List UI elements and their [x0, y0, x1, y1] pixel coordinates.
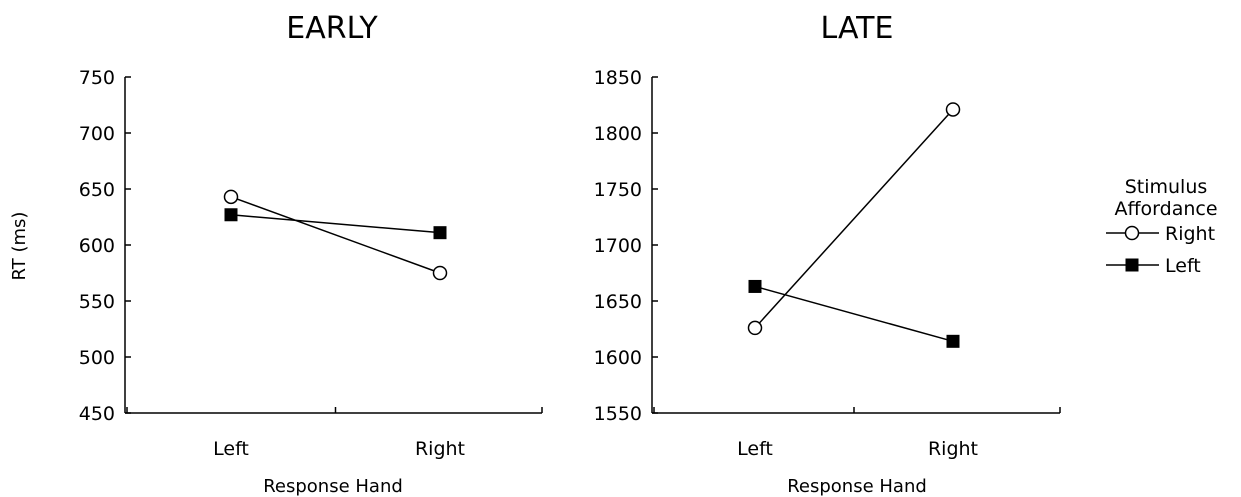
early-y-tick-label: 450	[79, 403, 115, 425]
legend-title-line2: Affordance	[1114, 198, 1217, 220]
late-series-line-right	[754, 108, 954, 329]
early-y-tick-label: 650	[79, 179, 115, 201]
filled-square-marker-icon	[1125, 258, 1139, 272]
late-point-right	[945, 102, 961, 117]
early-y-tick-label: 700	[79, 123, 115, 145]
late-point-left	[946, 334, 960, 348]
early-panel: EARLY RT (ms) Response Hand 450 500 550 600…	[9, 11, 543, 497]
late-y-tick-label: 1650	[594, 291, 642, 313]
early-point-left	[224, 208, 238, 222]
legend-label-right: Right	[1165, 223, 1215, 245]
late-series-line-left	[754, 285, 954, 343]
late-y-tick-label: 1700	[594, 235, 642, 257]
legend-entry-right: Right	[1106, 223, 1215, 245]
late-y-tick-label: 1550	[594, 403, 642, 425]
early-x-tick-label: Right	[415, 438, 465, 460]
open-circle-marker-icon	[1124, 225, 1140, 241]
late-y-tick-label: 1750	[594, 179, 642, 201]
late-y-tick-label: 1600	[594, 347, 642, 369]
early-x-axis-label: Response Hand	[263, 476, 403, 497]
early-series-line-left	[230, 214, 441, 234]
early-point-right	[223, 189, 239, 205]
legend-entry-left: Left	[1106, 255, 1201, 277]
early-y-tick-label: 750	[79, 67, 115, 89]
legend: Stimulus Affordance Right Left	[1106, 176, 1218, 277]
early-y-tick-label: 550	[79, 291, 115, 313]
early-chart-title: EARLY	[286, 11, 378, 46]
late-chart-title: LATE	[821, 11, 894, 46]
late-point-left	[748, 279, 762, 293]
late-x-tick-label: Left	[737, 438, 773, 460]
late-point-right	[747, 320, 763, 336]
early-y-tick-label: 600	[79, 235, 115, 257]
late-y-tick-label: 1850	[594, 67, 642, 89]
early-series-line-right	[230, 196, 441, 274]
early-point-left	[433, 226, 447, 240]
early-point-right	[432, 265, 448, 281]
late-panel: LATE Response Hand 1550 1600 1650 1700 1750 1…	[594, 11, 1061, 497]
early-y-tick-label: 500	[79, 347, 115, 369]
early-x-tick-label: Left	[213, 438, 249, 460]
late-y-tick-label: 1800	[594, 123, 642, 145]
legend-label-left: Left	[1165, 255, 1201, 277]
y-axis-label: RT (ms)	[9, 212, 30, 281]
late-x-tick-label: Right	[928, 438, 978, 460]
late-x-axis-label: Response Hand	[787, 476, 927, 497]
legend-title-line1: Stimulus	[1125, 176, 1208, 198]
